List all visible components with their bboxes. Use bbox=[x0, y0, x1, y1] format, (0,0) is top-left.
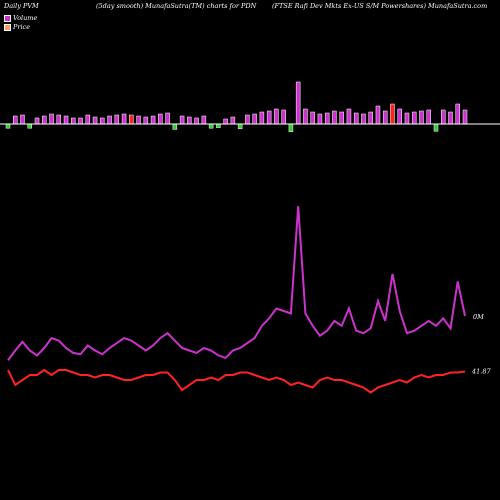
volume-bar bbox=[411, 111, 417, 125]
volume-bar bbox=[382, 110, 388, 125]
volume-bar bbox=[78, 117, 83, 125]
legend-price-label: Price bbox=[13, 23, 31, 31]
price-value-label: 41.87 bbox=[471, 368, 491, 376]
volume-bar bbox=[245, 114, 250, 125]
volume-bar bbox=[42, 115, 47, 125]
volume-bar bbox=[71, 117, 76, 125]
volume-bar bbox=[368, 111, 373, 125]
volume-bar bbox=[303, 108, 308, 125]
volume-bar bbox=[201, 115, 207, 125]
volume-bar bbox=[187, 116, 192, 125]
legend-price: Price bbox=[4, 23, 30, 31]
volume-value-label: 0M bbox=[473, 313, 484, 321]
volume-bar bbox=[419, 110, 424, 125]
volume-bar bbox=[129, 114, 134, 125]
volume-bar bbox=[100, 117, 105, 125]
volume-bar bbox=[361, 113, 366, 125]
legend-price-swatch bbox=[4, 23, 11, 31]
volume-bar bbox=[310, 111, 315, 125]
chart-title: (5day smooth) MunafaSutra(TM) charts for… bbox=[96, 2, 257, 10]
volume-bar bbox=[208, 123, 214, 129]
volume-bar bbox=[34, 117, 40, 125]
legend-volume-label: Volume bbox=[13, 14, 38, 22]
volume-bar bbox=[346, 108, 352, 125]
volume-line bbox=[7, 206, 466, 361]
volume-bar bbox=[455, 103, 460, 125]
volume-bar bbox=[158, 113, 163, 125]
volume-bar bbox=[404, 112, 410, 125]
volume-bar bbox=[375, 105, 381, 125]
volume-bar bbox=[92, 116, 98, 125]
volume-bar bbox=[85, 114, 91, 125]
legend-volume-swatch bbox=[4, 14, 11, 22]
volume-bar bbox=[288, 123, 294, 133]
volume-bars bbox=[5, 81, 468, 133]
volume-bar bbox=[27, 123, 33, 129]
volume-bar bbox=[165, 112, 170, 125]
volume-bar bbox=[223, 118, 228, 125]
volume-bar bbox=[194, 117, 199, 125]
chart-label-left: Daily PVM bbox=[4, 2, 39, 10]
volume-bar bbox=[259, 111, 265, 125]
volume-bar bbox=[172, 123, 178, 130]
volume-bar bbox=[317, 113, 323, 125]
volume-bar bbox=[121, 113, 127, 125]
volume-bar bbox=[426, 109, 431, 125]
volume-bar bbox=[230, 116, 236, 125]
legend-volume: Volume bbox=[4, 14, 37, 22]
volume-bar bbox=[324, 112, 330, 125]
volume-bar bbox=[5, 123, 11, 129]
volume-bar bbox=[49, 113, 54, 125]
volume-bar bbox=[274, 108, 279, 125]
volume-bar bbox=[440, 109, 446, 125]
volume-bar bbox=[266, 110, 272, 125]
volume-bar bbox=[353, 112, 359, 125]
volume-bar bbox=[295, 81, 301, 125]
volume-bar bbox=[20, 114, 25, 125]
volume-bar bbox=[114, 114, 120, 125]
volume-bar bbox=[252, 113, 257, 125]
volume-bar bbox=[179, 115, 185, 125]
volume-bar bbox=[56, 114, 62, 125]
price-line bbox=[7, 368, 466, 394]
volume-bar bbox=[462, 109, 468, 125]
volume-bar bbox=[107, 115, 112, 125]
volume-bar bbox=[63, 115, 69, 125]
volume-bar bbox=[448, 111, 453, 125]
volume-bar bbox=[332, 110, 337, 125]
volume-bar bbox=[339, 111, 344, 125]
volume-bar bbox=[390, 103, 395, 125]
volume-bar bbox=[13, 115, 18, 125]
volume-bar bbox=[433, 123, 439, 132]
volume-bar bbox=[281, 109, 286, 125]
volume-bar bbox=[136, 115, 141, 125]
volume-bar bbox=[150, 115, 156, 125]
chart-label-right: (FTSE Rafi Dev Mkts Ex-US S/M Powershare… bbox=[272, 2, 488, 10]
volume-bar bbox=[397, 108, 402, 125]
volume-bar bbox=[237, 123, 243, 130]
volume-bar bbox=[143, 116, 149, 125]
volume-bar bbox=[216, 123, 221, 128]
